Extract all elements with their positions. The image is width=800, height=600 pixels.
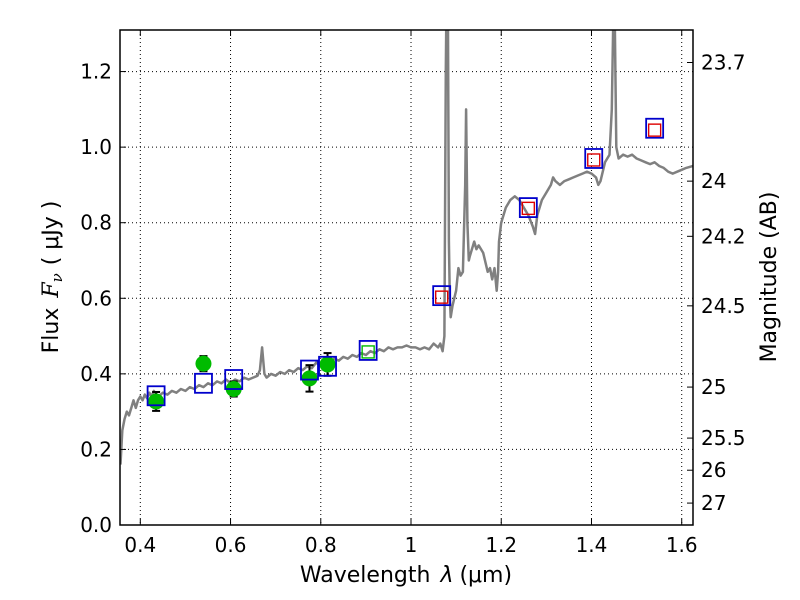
spectrum-line [120,30,693,465]
x-tick-label: 1.4 [576,533,608,557]
data-group [120,30,693,465]
y-axis-title: Flux Fν ( μJy ) [39,201,66,354]
observed-point [319,356,336,373]
x-tick-label: 1.2 [485,533,517,557]
mag-tick-label: 24.2 [701,224,746,248]
y-tick-label: 0.4 [80,362,112,386]
inner-square [647,123,662,137]
synthetic-square [146,385,166,407]
plot-frame [119,29,694,526]
observed-point [301,370,318,387]
y-tick-label: 1.2 [80,60,112,84]
synthetic-square [584,148,604,169]
observed-point [148,393,165,410]
grid [120,30,693,525]
mag-tick-label: 25 [701,375,726,399]
plot-area [120,30,693,525]
observed-point [195,355,212,372]
y-tick-label: 0.8 [80,211,112,235]
mag-tick-label: 26 [701,458,726,482]
x-tick-label: 1 [405,533,418,557]
mag-tick-label: 24.5 [701,294,746,318]
inner-square [521,201,536,216]
synthetic-square [318,355,337,377]
mag-tick-label: 24 [701,169,726,193]
inner-square [587,153,601,167]
y2-axis-title: Magnitude (AB) [757,192,782,363]
mag-tick-label: 25.5 [701,426,746,450]
y-axis-title-var: F [39,282,64,299]
x-tick-label: 1.6 [666,533,698,557]
y-tick-label: 0.6 [80,286,112,310]
x-tick-label: 0.8 [305,533,337,557]
y-tick-label: 1.0 [80,135,112,159]
inner-square [434,290,449,304]
x-tick-label: 0.6 [215,533,247,557]
synthetic-square [300,359,319,381]
synthetic-square [224,369,244,390]
y-axis-title-sub: ν [48,273,66,282]
y-tick-label: 0.2 [80,437,112,461]
synthetic-square [645,117,665,139]
x-tick-label: 0.4 [124,533,156,557]
inner-square [361,345,375,359]
ticks: 0.4 0.6 0.8 1 1.2 1.4 1.6 0.0 0.2 0.4 0.6 0.8 1.0 1.2… [80,30,746,557]
x-axis-title-lambda: λ [439,563,453,588]
mag-tick-label: 27 [701,491,726,515]
synthetic-square [194,372,213,394]
synthetic-square [358,340,378,361]
mag-tick-label: 23.7 [701,50,746,74]
x-axis-title-unit: (μm) [459,563,512,588]
data-layer [120,30,693,465]
synthetic-square [432,285,452,307]
y-axis-title-prefix: Flux [39,308,64,354]
synthetic-square [518,197,538,218]
x-axis-title: Wavelength λ (μm) [300,563,512,588]
x-axis-title-prefix: Wavelength [300,563,431,588]
y-tick-label: 0.0 [80,513,112,537]
y-axis-title-unit: ( μJy ) [39,201,64,266]
